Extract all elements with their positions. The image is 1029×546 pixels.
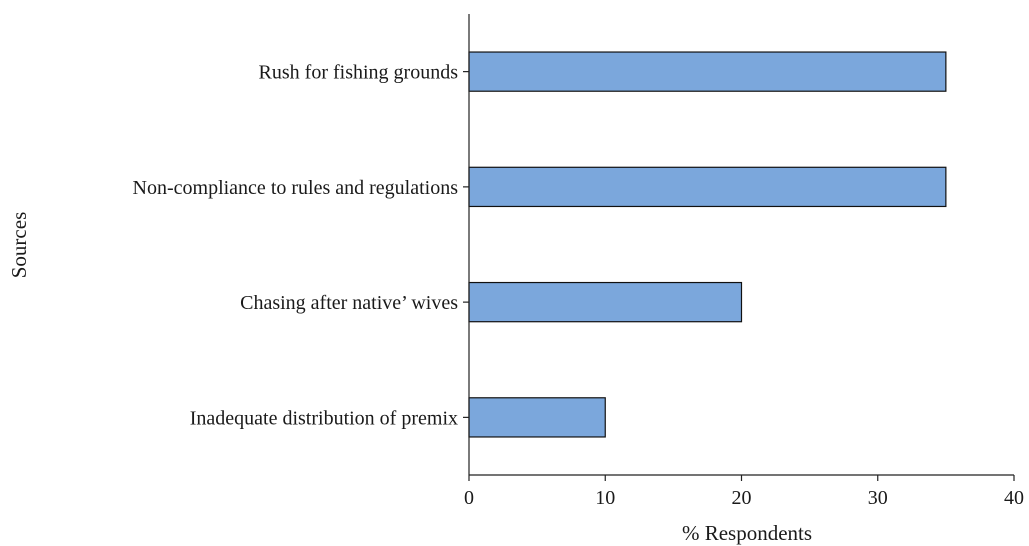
y-tick-label: Inadequate distribution of premix <box>190 407 458 429</box>
bar <box>468 397 606 438</box>
x-tick-label: 0 <box>464 487 474 509</box>
x-tick-label: 40 <box>1004 487 1024 509</box>
bar <box>468 281 743 323</box>
y-tick-label: Rush for fishing grounds <box>259 62 459 84</box>
x-axis-title: % Respondents <box>682 521 812 545</box>
y-tick-label: Non-compliance to rules and regulations <box>133 177 459 199</box>
x-tick-label: 20 <box>732 487 752 509</box>
x-tick-label: 30 <box>868 487 888 509</box>
y-tick-label: Chasing after native’ wives <box>240 292 458 314</box>
bar <box>468 51 947 92</box>
bars-layer <box>468 51 947 438</box>
y-axis-title: Sources <box>7 212 31 279</box>
bar <box>468 166 947 208</box>
x-tick-label: 10 <box>595 487 615 509</box>
ticks-layer: Rush for fishing grounds Non-compliance t… <box>133 62 1024 509</box>
